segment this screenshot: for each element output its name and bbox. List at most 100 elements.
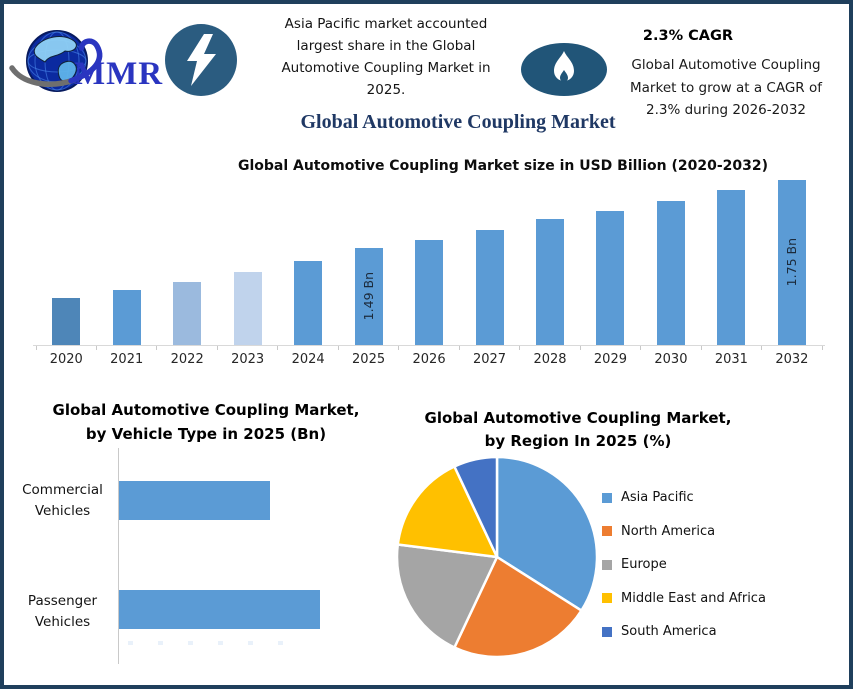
x-axis-label-2029: 2029 (593, 352, 627, 367)
bar-value-label-2032: 1.75 Bn (784, 238, 800, 287)
flame-icon (554, 50, 574, 82)
x-axis-label-2025: 2025 (352, 352, 386, 367)
bar-2027 (475, 229, 504, 345)
legend-label: South America (621, 624, 717, 640)
logo-swoosh (9, 38, 103, 87)
gridline-tick (158, 641, 163, 645)
x-axis-label-2026: 2026 (412, 352, 446, 367)
bar-2029 (596, 211, 625, 345)
legend-swatch (602, 626, 612, 637)
highlight-note-line: Automotive Coupling Market in (281, 60, 491, 76)
vehicle-type-chart-title: Global Automotive Coupling Market, by Ve… (26, 399, 386, 446)
bar-2020 (52, 297, 81, 345)
x-axis-tick (216, 346, 218, 350)
x-axis-tick (700, 346, 702, 350)
highlight-note-line: 2025. (366, 82, 406, 98)
cagr-note-line: Market to grow at a CAGR of (630, 79, 822, 96)
x-axis-tick (398, 346, 400, 350)
x-axis-tick (519, 346, 521, 350)
x-axis-label-2031: 2031 (714, 352, 748, 367)
x-axis-tick (96, 346, 97, 350)
region-pie-title: Global Automotive Coupling Market, by Re… (398, 407, 758, 453)
x-axis-label-2021: 2021 (110, 352, 144, 367)
x-axis-tick (156, 346, 158, 350)
legend-swatch (602, 559, 612, 570)
bar-2022 (173, 282, 202, 345)
lightning-icon (187, 34, 216, 86)
globe-icon (26, 30, 88, 92)
bar-passenger-vehicles (119, 590, 320, 629)
legend-label: Middle East and Africa (621, 590, 766, 606)
bar-2025: 1.49 Bn (354, 248, 383, 345)
category-label-commercial-vehicles: Commercial Vehicles (22, 482, 103, 519)
x-axis-label-2020: 2020 (49, 352, 83, 367)
gridline-tick (248, 641, 253, 645)
bar-2021 (112, 290, 141, 345)
gridline-tick (128, 641, 133, 645)
vehicle-type-y-axis-line (118, 448, 119, 664)
x-axis-label-2032: 2032 (775, 352, 809, 367)
highlight-note-line: Asia Pacific market accounted (284, 16, 488, 32)
cagr-note-line: 2.3% during 2026-2032 (645, 102, 807, 118)
pie-slice-south-america (453, 455, 499, 559)
legend-label: North America (621, 523, 716, 539)
legend-swatch (602, 593, 612, 604)
mmr-wordmark: MMR (74, 56, 163, 92)
x-axis-tick (337, 346, 339, 350)
gridline-tick (218, 641, 223, 645)
bar-2030 (656, 200, 685, 345)
x-axis-tick (579, 346, 581, 350)
x-axis-label-2024: 2024 (291, 352, 325, 367)
region-pie-title-line: by Region In 2025 (%) (484, 432, 672, 450)
market-size-chart: 1.49 Bn 1.75 Bn (33, 172, 825, 350)
bar-value-label-2025: 1.49 Bn (361, 272, 376, 321)
highlight-note-line: largest share in the Global (296, 38, 476, 54)
lightning-badge (165, 24, 237, 96)
highlight-note: Asia Pacific market accounted largest sh… (248, 13, 524, 101)
x-axis-line (33, 345, 825, 346)
legend-item-north-america: North America (602, 515, 847, 549)
x-axis-tick (761, 346, 762, 350)
x-axis-label-2030: 2030 (654, 352, 688, 367)
vehicle-type-title-line: by Vehicle Type in 2025 (Bn) (85, 424, 327, 443)
bar-2028 (535, 219, 564, 345)
market-size-chart-title: Global Automotive Coupling Market size i… (237, 158, 769, 174)
cagr-heading: 2.3% CAGR (642, 28, 734, 44)
market-size-x-axis-labels: 2020 2021 2022 2023 2024 2025 2026 2027 2028 2029… (36, 352, 822, 367)
pie-slice-europe (395, 543, 499, 649)
mmr-logo: MMR (9, 30, 163, 92)
region-pie-legend: Asia Pacific North America Europe Middle Ea… (602, 481, 847, 649)
bar-2024 (294, 261, 323, 345)
bar-2031 (717, 190, 746, 345)
bar-2023 (233, 271, 262, 345)
cagr-note-line: Global Automotive Coupling (631, 57, 821, 73)
x-axis-label-2027: 2027 (472, 352, 507, 367)
x-axis-label-2028: 2028 (533, 352, 567, 367)
vehicle-type-title-line: Global Automotive Coupling Market, (52, 401, 360, 419)
legend-item-asia-pacific: Asia Pacific (602, 481, 847, 515)
legend-label: Europe (621, 557, 667, 573)
category-label-passenger-vehicles: Passenger Vehicles (27, 593, 98, 630)
x-axis-label-2022: 2022 (170, 352, 204, 367)
bar-2032: 1.75 Bn (777, 179, 806, 345)
x-axis-tick (458, 346, 460, 350)
x-axis-tick (277, 346, 279, 350)
bar-commercial-vehicles (119, 481, 271, 520)
legend-swatch (602, 526, 612, 537)
region-pie-chart (395, 455, 599, 659)
x-axis-label-2023: 2023 (231, 352, 265, 367)
cagr-note: Global Automotive Coupling Market to gro… (606, 54, 846, 122)
flame-badge (521, 43, 607, 96)
legend-label: Asia Pacific (621, 490, 694, 506)
bar-2026 (415, 240, 443, 345)
x-axis-tick (35, 346, 37, 350)
page-title: Global Automotive Coupling Market (300, 111, 616, 133)
legend-item-europe: Europe (602, 548, 847, 582)
legend-item-middle-east-and-africa: Middle East and Africa (602, 582, 847, 616)
x-axis-tick (821, 346, 823, 350)
region-pie-title-line: Global Automotive Coupling Market, (424, 409, 732, 427)
gridline-tick (188, 641, 193, 645)
gridline-tick (278, 641, 283, 645)
pie-slice-middle-east-and-africa (396, 465, 499, 559)
